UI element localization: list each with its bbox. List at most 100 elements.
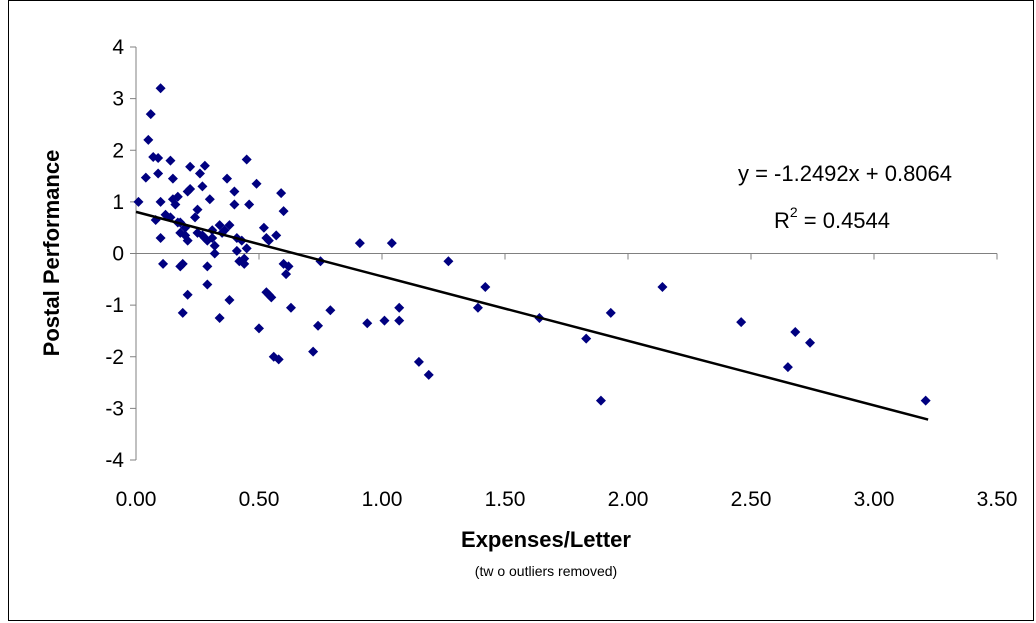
- data-point: [199, 160, 210, 171]
- data-point: [229, 186, 240, 197]
- y-axis: 4 3 2 1 0 -1 -2 -3 -4: [105, 36, 137, 472]
- data-point: [145, 109, 156, 120]
- data-point: [595, 395, 606, 406]
- data-point: [224, 220, 235, 231]
- x-tick-label: 3.00: [854, 488, 895, 511]
- data-point: [657, 282, 668, 293]
- r-squared-superscript: 2: [790, 204, 798, 220]
- r-squared-value: = 0.4544: [798, 208, 890, 233]
- data-point: [281, 269, 292, 280]
- data-point: [207, 233, 218, 244]
- data-point: [192, 204, 203, 215]
- data-point: [155, 196, 166, 207]
- data-point: [214, 220, 225, 231]
- data-point: [443, 256, 454, 267]
- data-point: [177, 258, 188, 269]
- y-tick-label: -2: [105, 346, 124, 369]
- y-tick-label: 0: [112, 243, 124, 266]
- chart-frame: [8, 0, 1034, 621]
- data-point: [202, 261, 213, 272]
- data-point: [133, 196, 144, 207]
- y-tick-label: 2: [112, 139, 124, 162]
- y-tick-label: -3: [105, 397, 124, 420]
- data-point: [140, 172, 151, 183]
- data-point: [197, 181, 208, 192]
- x-tick-label: 2.50: [731, 488, 772, 511]
- data-point: [278, 206, 289, 217]
- data-point: [266, 292, 277, 303]
- data-point: [790, 326, 801, 337]
- data-point: [736, 317, 747, 328]
- data-point: [251, 178, 262, 189]
- data-point: [386, 238, 397, 249]
- data-point: [263, 235, 274, 246]
- data-point: [241, 243, 252, 254]
- trendline-equation: y = -1.2492x + 0.8064: [738, 161, 952, 186]
- x-tick-label: 1.50: [485, 488, 526, 511]
- data-point: [229, 199, 240, 210]
- x-tick-label: 2.00: [608, 488, 649, 511]
- x-tick-label: 0.50: [239, 488, 280, 511]
- data-point: [177, 307, 188, 318]
- data-point: [472, 302, 483, 313]
- data-point: [920, 395, 931, 406]
- data-point: [480, 282, 491, 293]
- x-tick-label: 1.00: [362, 488, 403, 511]
- data-point: [605, 307, 616, 318]
- data-point: [782, 362, 793, 373]
- data-point: [143, 134, 154, 145]
- data-point: [182, 289, 193, 300]
- data-point: [273, 354, 284, 365]
- data-point: [185, 161, 196, 172]
- data-point: [165, 155, 176, 166]
- data-point: [224, 294, 235, 305]
- data-point: [167, 173, 178, 184]
- data-point: [202, 279, 213, 290]
- data-point: [313, 320, 324, 331]
- data-point: [244, 199, 255, 210]
- data-point: [283, 261, 294, 272]
- data-point: [190, 212, 201, 223]
- data-point: [219, 225, 230, 236]
- data-point: [394, 315, 405, 326]
- r-squared-label: R2 = 0.4544: [774, 204, 890, 233]
- data-point: [231, 245, 242, 256]
- data-point: [241, 154, 252, 165]
- data-point: [214, 313, 225, 324]
- data-point: [153, 152, 164, 163]
- data-point: [204, 194, 215, 205]
- y-tick-label: 4: [112, 36, 124, 59]
- data-point: [239, 258, 250, 269]
- x-tick-label: 3.50: [977, 488, 1018, 511]
- y-tick-label: 1: [112, 191, 124, 214]
- data-point: [158, 258, 169, 269]
- data-point: [805, 337, 816, 348]
- data-point: [258, 222, 269, 233]
- data-point: [209, 248, 220, 259]
- x-axis-note: (tw o outliers removed): [475, 563, 617, 579]
- data-point: [222, 173, 233, 184]
- trendline: [135, 210, 929, 421]
- data-point: [308, 346, 319, 357]
- r-squared-prefix: R: [774, 208, 790, 233]
- data-point: [271, 230, 282, 241]
- data-point: [276, 188, 287, 199]
- data-point: [423, 369, 434, 380]
- data-point: [239, 253, 250, 264]
- y-tick-label: -4: [105, 449, 124, 472]
- data-point: [194, 168, 205, 179]
- y-axis-title: Postal Performance: [39, 150, 64, 357]
- data-point: [153, 168, 164, 179]
- y-tick-label: 3: [112, 88, 124, 111]
- x-axis-title: Expenses/Letter: [461, 527, 631, 552]
- data-point: [209, 240, 220, 251]
- data-point: [170, 199, 181, 210]
- x-axis: 0.00 0.50 1.00 1.50 2.00 2.50 3.00 3.50: [116, 253, 1018, 511]
- data-point: [254, 323, 264, 334]
- data-point: [182, 235, 193, 246]
- data-point: [172, 191, 183, 202]
- data-point: [379, 315, 390, 326]
- data-point: [413, 356, 424, 367]
- data-points: [133, 83, 931, 406]
